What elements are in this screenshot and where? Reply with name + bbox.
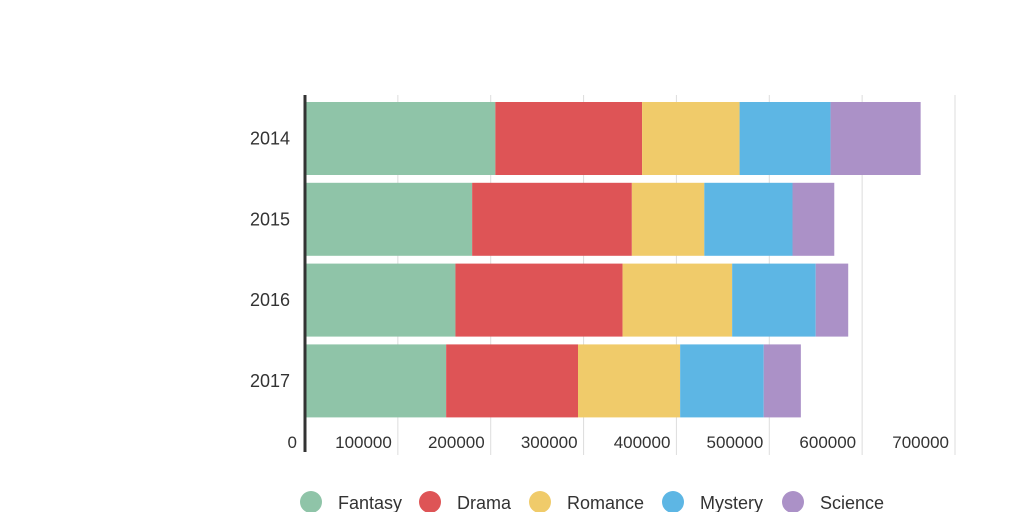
x-tick-label: 0 (288, 433, 297, 452)
category-label: 2016 (250, 290, 290, 310)
bar-mystery-2017 (680, 344, 764, 418)
bar-drama-2014 (495, 102, 643, 175)
legend-swatch-mystery (662, 491, 684, 512)
bar-romance-2014 (642, 102, 740, 175)
legend-label-science: Science (820, 493, 884, 512)
legend: Fantasy Drama Romance Mystery Science (300, 491, 884, 512)
category-label: 2014 (250, 129, 290, 149)
x-tick-label: 400000 (614, 433, 671, 452)
bar-drama-2015 (472, 182, 632, 256)
bar-science-2017 (763, 344, 801, 418)
x-tick-label: 600000 (799, 433, 856, 452)
x-tick-label: 200000 (428, 433, 485, 452)
category-labels: 2014 2015 2016 2017 (250, 129, 290, 391)
bar-science-2016 (815, 263, 849, 337)
category-label: 2017 (250, 371, 290, 391)
category-label: 2015 (250, 209, 290, 229)
x-tick-label: 100000 (335, 433, 392, 452)
bar-science-2015 (792, 182, 835, 256)
bar-drama-2017 (446, 344, 578, 418)
legend-swatch-fantasy (300, 491, 322, 512)
bar-romance-2015 (631, 182, 705, 256)
legend-label-fantasy: Fantasy (338, 493, 402, 512)
bars (305, 102, 921, 418)
legend-label-drama: Drama (457, 493, 512, 512)
bar-mystery-2015 (704, 182, 793, 256)
bar-romance-2016 (622, 263, 733, 337)
legend-label-romance: Romance (567, 493, 644, 512)
bar-drama-2016 (455, 263, 623, 337)
x-tick-label: 500000 (707, 433, 764, 452)
bar-fantasy-2016 (305, 263, 456, 337)
bar-romance-2017 (578, 344, 681, 418)
legend-swatch-romance (529, 491, 551, 512)
bar-mystery-2014 (739, 102, 831, 175)
bar-fantasy-2015 (305, 182, 473, 256)
x-tick-label: 700000 (892, 433, 949, 452)
legend-swatch-science (782, 491, 804, 512)
bar-fantasy-2017 (305, 344, 447, 418)
bar-science-2014 (830, 102, 921, 175)
bar-mystery-2016 (732, 263, 816, 337)
x-axis-ticks: 0 100000 200000 300000 400000 500000 600000 700… (288, 433, 949, 452)
legend-swatch-drama (419, 491, 441, 512)
bar-fantasy-2014 (305, 102, 496, 175)
legend-label-mystery: Mystery (700, 493, 763, 512)
x-tick-label: 300000 (521, 433, 578, 452)
